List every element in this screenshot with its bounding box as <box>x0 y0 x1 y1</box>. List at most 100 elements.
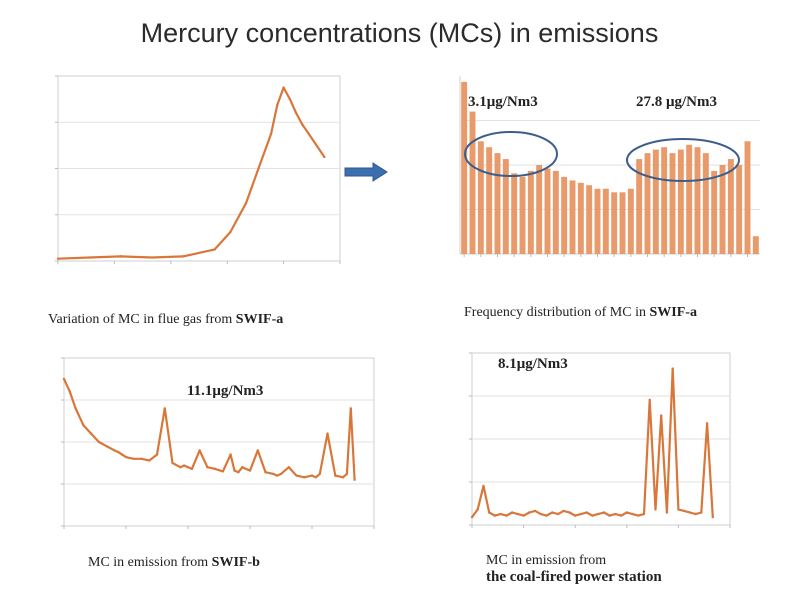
data-point <box>353 478 356 481</box>
bar <box>694 147 701 254</box>
data-point <box>341 476 345 479</box>
data-point <box>140 457 143 460</box>
caption-chart2-bold: SWIF-a <box>649 305 697 320</box>
bar <box>461 81 468 254</box>
data-point <box>120 453 124 456</box>
bar <box>469 111 476 254</box>
bar <box>486 147 493 254</box>
bar <box>577 182 584 254</box>
data-point <box>591 514 594 517</box>
data-point <box>74 407 77 410</box>
data-point <box>545 514 548 517</box>
bar <box>561 176 568 254</box>
bar <box>744 141 751 254</box>
data-point <box>510 511 514 514</box>
data-point <box>264 471 267 474</box>
bar <box>752 236 759 254</box>
data-point <box>257 167 260 170</box>
caption-chart2-text: Frequency distribution of MC in <box>464 305 650 320</box>
chart-mc-emission-swif-b <box>61 357 375 529</box>
caption-chart1-text: Variation of MC in flue gas from <box>48 312 236 327</box>
caption-chart3: MC in emission from SWIF-b <box>88 555 260 571</box>
data-point <box>631 512 634 516</box>
bar <box>627 188 634 254</box>
data-point <box>671 367 674 370</box>
data-point <box>237 471 240 474</box>
data-point <box>213 248 216 251</box>
data-point <box>256 449 259 452</box>
data-point <box>198 449 201 452</box>
data-point <box>288 97 292 101</box>
data-point <box>602 511 606 514</box>
bar <box>527 170 534 254</box>
data-point <box>700 511 703 514</box>
bar <box>652 149 659 254</box>
caption-chart4-text: MC in emission from <box>486 553 607 568</box>
data-point <box>229 230 232 234</box>
data-point <box>179 466 182 469</box>
right-arrow-icon <box>344 162 388 182</box>
bar <box>594 188 601 254</box>
data-point <box>56 257 60 260</box>
data-point <box>562 509 565 513</box>
data-point <box>233 469 236 472</box>
chart-mc-variation-swif-a <box>55 75 341 264</box>
data-point <box>314 476 318 479</box>
bar <box>736 165 743 254</box>
data-point <box>132 457 135 460</box>
slide-title: Mercury concentrations (MCs) in emission… <box>140 18 659 48</box>
bar <box>644 153 651 254</box>
data-point <box>182 255 185 258</box>
highlight-ellipse-right <box>626 138 740 182</box>
data-point <box>68 390 72 393</box>
bar <box>477 141 484 254</box>
data-point <box>574 514 577 517</box>
data-point <box>307 132 310 136</box>
data-point <box>694 512 697 516</box>
bar <box>677 149 684 254</box>
data-point <box>229 453 232 456</box>
data-point <box>62 377 66 381</box>
data-point <box>522 514 525 517</box>
bar <box>502 159 509 254</box>
bar <box>536 165 543 254</box>
data-point <box>124 455 128 459</box>
bar <box>619 192 626 254</box>
data-point <box>665 511 669 514</box>
series-line <box>471 367 714 518</box>
data-point <box>294 111 298 115</box>
data-point <box>568 511 571 514</box>
data-point <box>539 512 542 516</box>
bar <box>686 144 693 254</box>
data-point <box>688 511 692 514</box>
data-point <box>711 515 714 519</box>
bar <box>719 165 726 254</box>
data-point <box>303 476 306 479</box>
data-point <box>608 514 611 517</box>
data-point <box>318 472 321 476</box>
bar <box>727 159 734 254</box>
data-point <box>113 449 116 452</box>
highlight-ellipse-left <box>464 131 558 177</box>
data-point <box>295 474 298 477</box>
data-point <box>89 432 93 435</box>
data-point <box>528 511 531 514</box>
caption-chart3-text: MC in emission from <box>88 555 212 570</box>
data-point <box>248 469 252 472</box>
caption-chart2: Frequency distribution of MC in SWIF-a <box>464 305 697 321</box>
data-point <box>186 466 190 469</box>
data-point <box>345 472 349 476</box>
bar <box>702 153 709 254</box>
data-point <box>334 474 337 477</box>
data-point <box>482 484 485 488</box>
bar <box>519 176 526 254</box>
data-point <box>213 467 217 471</box>
chart-mc-coal-power-station <box>469 352 731 528</box>
data-point <box>272 472 275 476</box>
data-point <box>499 512 502 516</box>
data-point <box>614 512 617 516</box>
data-point <box>585 511 588 514</box>
data-point <box>660 414 663 417</box>
data-point <box>244 201 248 205</box>
data-point <box>206 466 209 469</box>
